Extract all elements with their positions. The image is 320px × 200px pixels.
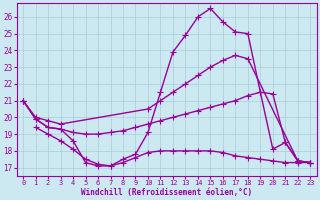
X-axis label: Windchill (Refroidissement éolien,°C): Windchill (Refroidissement éolien,°C): [81, 188, 252, 197]
